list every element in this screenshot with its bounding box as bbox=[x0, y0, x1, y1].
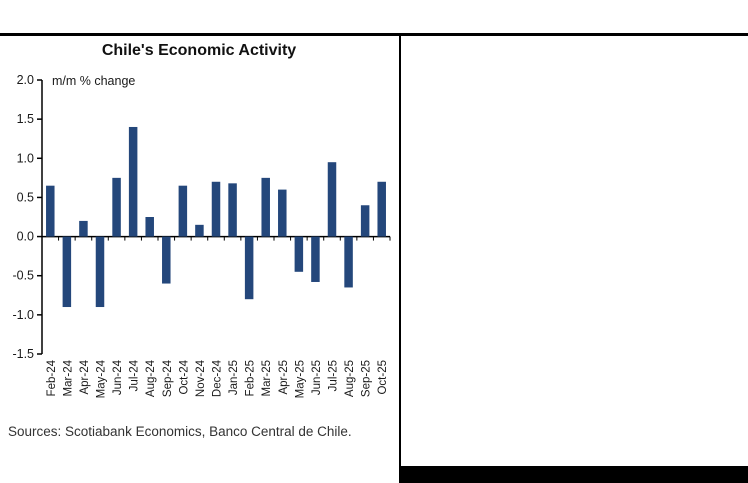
bar-May-25 bbox=[294, 236, 304, 272]
x-tick-label: Jan-25 bbox=[228, 360, 240, 395]
bar-Feb-25 bbox=[244, 236, 254, 300]
bar-Aug-24 bbox=[145, 217, 154, 237]
bar-Apr-24 bbox=[79, 220, 88, 237]
x-tick-label: Feb-25 bbox=[245, 360, 257, 396]
y-tick-label: -0.5 bbox=[12, 269, 34, 283]
bar-Oct-25 bbox=[377, 181, 386, 237]
bar-Jun-24 bbox=[112, 177, 121, 237]
bar-Nov-24 bbox=[195, 224, 204, 237]
x-tick-label: Mar-24 bbox=[62, 359, 74, 396]
x-tick-label: Sep-25 bbox=[361, 360, 373, 397]
bar-Sep-24 bbox=[162, 236, 171, 284]
x-tick-label: Jun-25 bbox=[311, 360, 323, 395]
y-tick-label: 0.0 bbox=[17, 230, 34, 244]
y-tick-label: -1.0 bbox=[12, 308, 34, 322]
x-tick-label: Oct-25 bbox=[377, 360, 389, 395]
bar-Jul-24 bbox=[128, 126, 138, 237]
unit-annotation: m/m % change bbox=[52, 74, 135, 88]
top-divider bbox=[0, 33, 748, 36]
x-tick-label: Aug-25 bbox=[344, 360, 356, 397]
bar-May-24 bbox=[95, 236, 105, 308]
x-tick-label: Feb-24 bbox=[46, 359, 58, 396]
bar-Mar-25 bbox=[261, 177, 270, 237]
x-tick-label: Jun-24 bbox=[112, 359, 124, 395]
x-tick-label: May-25 bbox=[294, 360, 306, 398]
chart-area: 2.0 1.5 1.0 0.5 0.0 -0.5 -1.0 -1.5 m/m % change F… bbox=[0, 62, 398, 424]
bar-Sep-25 bbox=[360, 205, 370, 237]
chart-title: Chile's Economic Activity bbox=[101, 42, 297, 59]
chart-panel: Chile's Economic Activity 2.0 1.5 1.0 0.5 0.… bbox=[0, 36, 398, 483]
source-note: Sources: Scotiabank Economics, Banco Cen… bbox=[8, 424, 352, 439]
y-tick-label: 0.5 bbox=[17, 190, 34, 204]
bar-Oct-24 bbox=[178, 185, 188, 237]
x-tick-label: Jul-25 bbox=[328, 360, 340, 391]
chart-svg: 2.0 1.5 1.0 0.5 0.0 -0.5 -1.0 -1.5 m/m % change F… bbox=[12, 73, 391, 398]
x-tick-label: Jul-24 bbox=[129, 359, 141, 391]
x-tick-label: Nov-24 bbox=[195, 359, 207, 397]
bar-Apr-25 bbox=[278, 189, 287, 237]
x-tick-label: Aug-24 bbox=[145, 359, 157, 397]
x-tick-label: Dec-24 bbox=[212, 359, 224, 397]
panel-right-border bbox=[399, 33, 401, 483]
x-tick-label: Oct-24 bbox=[178, 359, 190, 394]
bottom-right-black-bar bbox=[401, 466, 748, 483]
bar-Mar-24 bbox=[62, 236, 72, 308]
bar-Jan-25 bbox=[228, 183, 237, 237]
bar-Dec-24 bbox=[211, 181, 221, 237]
x-tick-label: Mar-25 bbox=[261, 360, 273, 396]
y-tick-label: 1.5 bbox=[17, 112, 34, 126]
bar-Jul-25 bbox=[327, 162, 337, 237]
x-tick-label: Apr-24 bbox=[79, 359, 91, 394]
bar-Jun-25 bbox=[311, 236, 320, 282]
bar-Aug-25 bbox=[344, 236, 353, 288]
bar-Feb-24 bbox=[46, 185, 55, 237]
y-tick-label: -1.5 bbox=[12, 347, 34, 361]
x-tick-label: May-24 bbox=[96, 359, 108, 398]
x-tick-label: Sep-24 bbox=[162, 359, 174, 397]
y-tick-label: 2.0 bbox=[17, 73, 34, 87]
y-tick-label: 1.0 bbox=[17, 151, 34, 165]
x-tick-label: Apr-25 bbox=[278, 360, 290, 395]
